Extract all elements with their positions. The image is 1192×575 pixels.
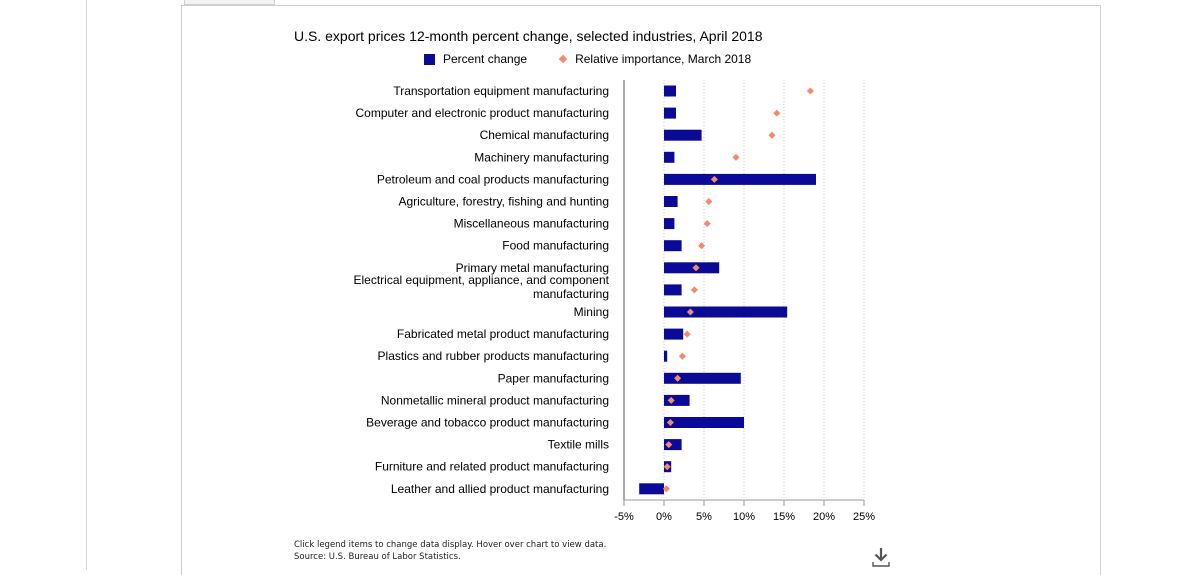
legend-item-relative-importance[interactable]: Relative importance, March 2018 xyxy=(557,52,751,66)
legend-label-relative-importance: Relative importance, March 2018 xyxy=(575,52,752,66)
diamond-relative-importance xyxy=(665,441,673,449)
diamond-relative-importance xyxy=(698,242,706,250)
bar-percent-change xyxy=(664,129,702,141)
diamond-relative-importance xyxy=(686,308,694,316)
page-left-rule xyxy=(86,0,87,570)
diamond-relative-importance xyxy=(663,463,671,471)
category-label: Chemical manufacturing xyxy=(480,128,609,142)
category-label: Beverage and tobacco product manufacturi… xyxy=(366,416,609,430)
diamond-relative-importance xyxy=(678,352,686,360)
diamond-relative-importance xyxy=(692,264,700,272)
category-label: Electrical equipment, appliance, and com… xyxy=(354,273,610,301)
chart-panel xyxy=(181,5,1101,575)
bar-percent-change xyxy=(664,306,788,318)
category-label: Primary metal manufacturing xyxy=(456,261,609,275)
category-label: Computer and electronic product manufact… xyxy=(356,106,609,120)
x-tick-label: 10% xyxy=(733,511,755,523)
category-label: Miscellaneous manufacturing xyxy=(454,217,609,231)
bar-percent-change xyxy=(664,284,682,296)
category-label: Mining xyxy=(574,305,609,319)
category-label: Textile mills xyxy=(548,438,609,452)
bar-percent-change xyxy=(664,107,676,119)
legend-label-percent-change: Percent change xyxy=(443,52,528,66)
bar-percent-change xyxy=(664,173,816,185)
x-tick-label: 15% xyxy=(773,511,795,523)
category-label: Plastics and rubber products manufacturi… xyxy=(378,349,609,363)
diamond-relative-importance xyxy=(705,197,713,206)
bar-percent-change xyxy=(664,151,675,163)
category-label: Petroleum and coal products manufacturin… xyxy=(377,172,609,186)
diamond-relative-importance xyxy=(667,396,675,404)
category-label: Agriculture, forestry, fishing and hunti… xyxy=(398,195,609,209)
panel-tab[interactable] xyxy=(184,0,275,5)
bar-percent-change xyxy=(664,350,668,362)
category-label: Transportation equipment manufacturing xyxy=(393,84,609,98)
bar-percent-change xyxy=(664,240,682,252)
footer-note: Click legend items to change data displa… xyxy=(294,540,607,550)
bar-percent-change xyxy=(639,483,664,495)
bar-percent-change xyxy=(664,262,720,274)
diamond-relative-importance xyxy=(674,374,682,382)
category-label: Leather and allied product manufacturing xyxy=(391,482,609,496)
category-label: Food manufacturing xyxy=(502,239,609,253)
download-icon[interactable] xyxy=(870,546,892,568)
diamond-relative-importance xyxy=(732,153,740,161)
category-label: Nonmetallic mineral product manufacturin… xyxy=(381,393,609,407)
diamond-relative-importance xyxy=(768,131,776,139)
diamond-relative-importance xyxy=(662,485,670,493)
legend-item-percent-change[interactable]: Percent change xyxy=(424,52,527,66)
category-label: Machinery manufacturing xyxy=(474,150,609,164)
legend-bar-swatch xyxy=(424,53,435,65)
diamond-relative-importance xyxy=(683,330,691,338)
x-tick-label: 5% xyxy=(696,511,712,523)
x-tick-label: 0% xyxy=(656,511,672,523)
x-tick-label: 25% xyxy=(853,511,875,523)
diamond-relative-importance xyxy=(690,286,698,294)
bar-percent-change xyxy=(664,372,741,384)
x-tick-label: 20% xyxy=(813,511,835,523)
category-label: Paper manufacturing xyxy=(498,371,609,385)
diamond-relative-importance xyxy=(666,418,674,427)
chart-legend: Percent change Relative importance, Marc… xyxy=(424,52,751,66)
diamond-relative-importance xyxy=(703,220,711,228)
bar-percent-change xyxy=(664,394,690,406)
chart-title: U.S. export prices 12-month percent chan… xyxy=(294,28,763,44)
bar-percent-change xyxy=(664,328,684,340)
category-label: Furniture and related product manufactur… xyxy=(375,460,609,474)
bar-percent-change xyxy=(664,196,678,207)
x-tick-label: -5% xyxy=(614,511,634,523)
diamond-relative-importance xyxy=(806,87,814,95)
diamond-relative-importance xyxy=(773,109,781,117)
category-label: Fabricated metal product manufacturing xyxy=(397,327,609,341)
bar-percent-change xyxy=(664,417,744,428)
diamond-relative-importance xyxy=(710,175,718,183)
bar-percent-change xyxy=(664,85,676,97)
footer-source: Source: U.S. Bureau of Labor Statistics. xyxy=(294,552,461,562)
bar-percent-change xyxy=(664,218,675,230)
bar-percent-change xyxy=(664,439,682,451)
